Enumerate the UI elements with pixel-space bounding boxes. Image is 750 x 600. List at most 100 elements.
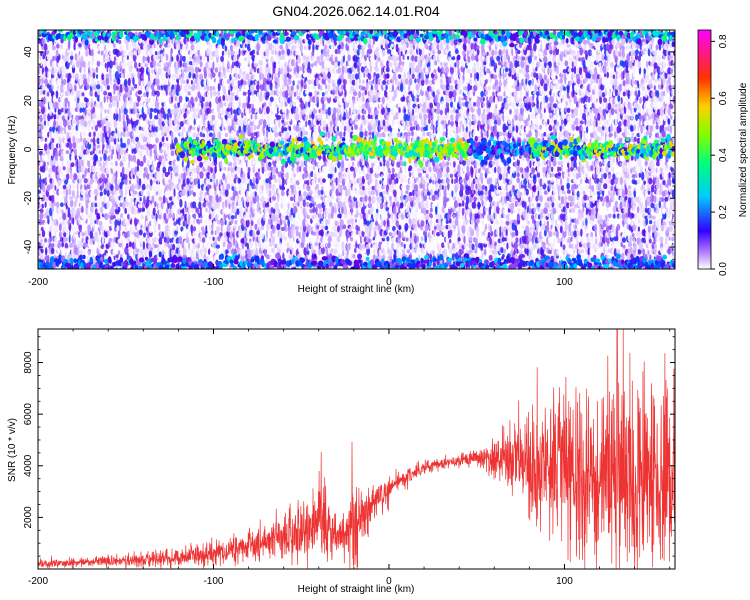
heatmap-cell (101, 136, 105, 145)
heatmap-cell (41, 230, 46, 238)
heatmap-cell (113, 155, 117, 163)
heatmap-cell (118, 132, 121, 138)
heatmap-cell (92, 120, 96, 127)
heatmap-cell (96, 194, 99, 204)
heatmap-cell (49, 107, 53, 117)
heatmap-cell (173, 78, 176, 85)
heatmap-cell (169, 189, 174, 197)
heatmap-cell (96, 242, 99, 248)
heatmap-cell (254, 191, 257, 197)
heatmap-cell (127, 77, 131, 87)
heatmap-cell (196, 107, 200, 114)
heatmap-cell (144, 109, 147, 114)
heatmap-cell (94, 224, 99, 232)
heatmap-cell (208, 132, 213, 137)
heatmap-cell (307, 224, 312, 233)
heatmap-cell (65, 237, 69, 242)
heatmap-cell (244, 43, 247, 48)
heatmap-cell (137, 207, 142, 213)
heatmap-cell (110, 240, 115, 249)
heatmap-cell (47, 71, 50, 79)
heatmap-cell (67, 207, 71, 216)
heatmap-cell (85, 149, 91, 155)
heatmap-cell (219, 101, 224, 109)
heatmap-cell (241, 112, 244, 119)
heatmap-cell (154, 231, 159, 237)
heatmap-cell (104, 237, 108, 244)
heatmap-cell (166, 142, 169, 151)
heatmap-cell (140, 214, 145, 220)
heatmap-cell (220, 119, 224, 127)
heatmap-cell (127, 123, 132, 132)
heatmap-cell (54, 149, 58, 154)
heatmap-cell (92, 173, 95, 180)
heatmap-cell (185, 41, 189, 51)
heatmap-cell (153, 244, 158, 249)
heatmap-cell (61, 247, 64, 254)
heatmap-cell (153, 236, 158, 243)
heatmap-cell (83, 149, 86, 156)
heatmap-cell (239, 85, 242, 92)
heatmap-cell (223, 63, 227, 68)
heatmap-cell (64, 252, 67, 261)
heatmap-cell (54, 185, 57, 191)
heatmap-cell (229, 176, 233, 184)
heatmap-cell (90, 178, 95, 184)
heatmap-cell (90, 151, 93, 156)
heatmap-cell (286, 171, 289, 180)
heatmap-cell (268, 42, 273, 51)
heatmap-cell (241, 61, 244, 66)
heatmap-cell (177, 78, 179, 86)
heatmap-cell (213, 255, 217, 261)
heatmap-cell (101, 225, 105, 234)
heatmap-cell (113, 83, 117, 91)
heatmap-cell (93, 237, 98, 242)
heatmap-cell (85, 90, 88, 95)
heatmap-cell (136, 67, 139, 72)
heatmap-cell (237, 183, 242, 191)
heatmap-cell (36, 61, 38, 65)
heatmap-cell (151, 49, 154, 55)
heatmap-cell (280, 195, 286, 204)
heatmap-cell (151, 137, 155, 145)
heatmap-cell (261, 230, 264, 240)
heatmap-cell (208, 108, 212, 114)
heatmap-cell (115, 105, 118, 115)
heatmap-cell (69, 196, 74, 200)
heatmap-cell (200, 218, 203, 224)
heatmap-cell (163, 125, 167, 134)
heatmap-cell (230, 107, 233, 115)
heatmap-cell (92, 95, 96, 102)
heatmap-cell (141, 149, 145, 157)
heatmap-cell (55, 131, 59, 140)
heatmap-cell (103, 153, 107, 162)
heatmap-cell (306, 214, 310, 220)
heatmap-cell (186, 109, 190, 115)
heatmap-cell (243, 219, 246, 228)
heatmap-cell (133, 50, 138, 56)
heatmap-cell (135, 102, 140, 107)
heatmap-cell (44, 201, 47, 208)
heatmap-cell (139, 167, 144, 172)
heatmap-cell (277, 160, 281, 169)
heatmap-cell (307, 79, 312, 85)
heatmap-cell (252, 166, 256, 174)
heatmap-cell (129, 42, 133, 48)
heatmap-cell (167, 42, 172, 50)
heatmap-cell (283, 78, 288, 87)
heatmap-cell (98, 230, 101, 236)
heatmap-cell (94, 91, 98, 98)
heatmap-cell (181, 66, 185, 73)
heatmap-cell (97, 115, 101, 121)
heatmap-cell (147, 201, 150, 207)
heatmap-cell (224, 199, 228, 208)
heatmap-cell (48, 100, 52, 109)
heatmap-cell (183, 161, 187, 168)
heatmap-cell (288, 114, 292, 122)
heatmap-cell (168, 117, 173, 127)
heatmap-cell (138, 141, 141, 149)
heatmap-cell (65, 108, 67, 114)
heatmap-cell (209, 101, 212, 109)
heatmap-cell (113, 242, 116, 252)
heatmap-cell (204, 219, 207, 227)
